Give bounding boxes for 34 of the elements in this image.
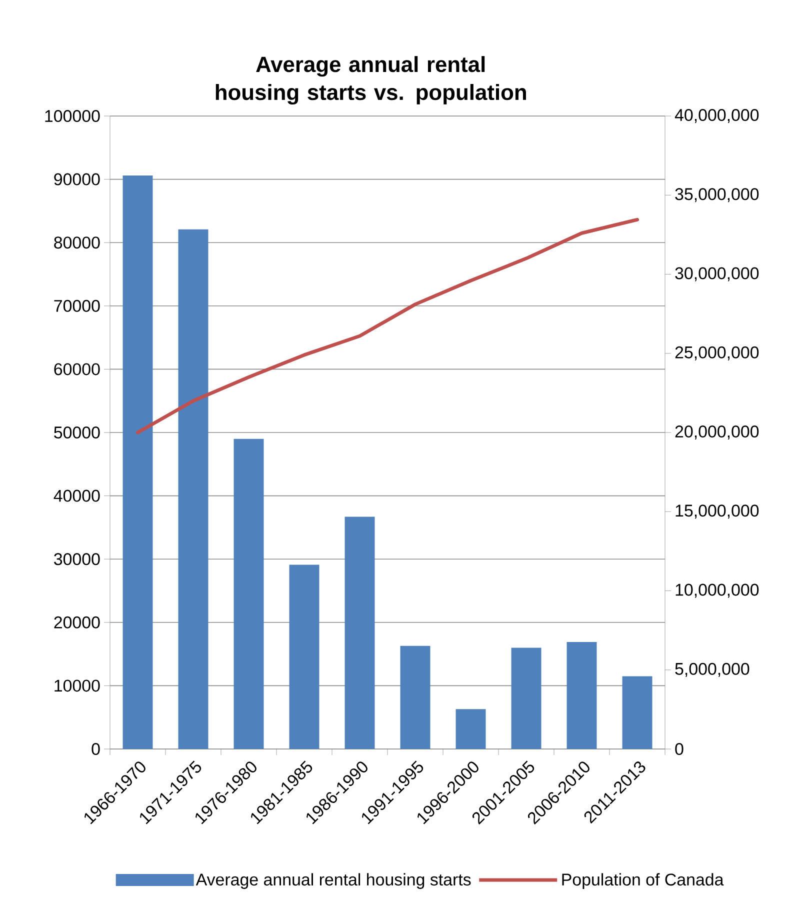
y2-tick-label: 30,000,000	[675, 267, 759, 282]
y-tick-label: 70000	[54, 300, 100, 312]
y-tick-label: 90000	[54, 173, 100, 186]
y2-tick-label: 25,000,000	[675, 346, 759, 360]
y-tick-label: 80000	[54, 236, 100, 249]
y-tick-label: 50000	[54, 426, 100, 439]
y2-tick-label: 40,000,000	[674, 109, 759, 124]
bar	[234, 438, 264, 750]
y2-tick-label: 20,000,000	[675, 426, 759, 440]
y2-tick-label: 5,000,000	[675, 662, 750, 677]
y2-tick-label: 10,000,000	[676, 584, 759, 598]
y-tick-label: 20000	[54, 616, 100, 628]
bar	[178, 229, 208, 750]
chart-title: Average annual rental housing starts vs. population	[216, 56, 526, 105]
y-tick-label: 0	[92, 743, 100, 756]
y2-tick-label: 0	[675, 743, 684, 756]
bar	[456, 709, 486, 750]
bar	[344, 516, 375, 750]
y-tick-label: 30000	[54, 553, 100, 566]
y2-tick-label: 35,000,000	[675, 188, 759, 202]
bar	[511, 648, 542, 750]
legend-label: Population of Canada	[562, 873, 724, 889]
y-tick-label: 40000	[54, 490, 100, 502]
y-tick-label: 100000	[45, 110, 100, 122]
y-tick-label: 10000	[54, 680, 100, 692]
y-tick-label: 60000	[54, 363, 100, 376]
bar	[566, 642, 597, 750]
line-series	[136, 218, 640, 434]
bar	[622, 676, 652, 750]
bar	[122, 176, 153, 750]
bar	[289, 564, 320, 750]
y2-tick-label: 15,000,000	[676, 504, 759, 519]
bar	[400, 646, 430, 750]
legend-label: Average annual rental housing starts	[196, 873, 471, 889]
